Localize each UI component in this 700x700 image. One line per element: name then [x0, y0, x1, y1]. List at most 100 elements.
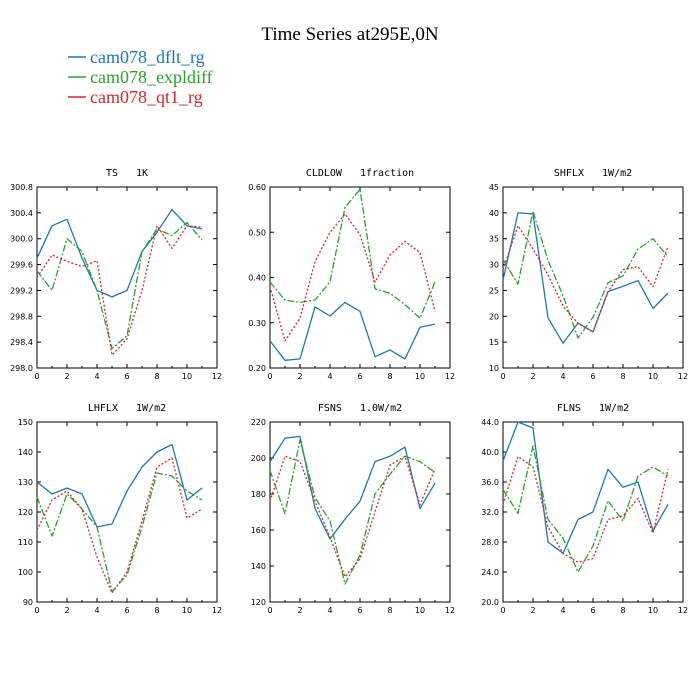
panel-5-ytick-label: 200: [251, 454, 266, 463]
legend: cam078_dflt_rg cam078_expldiff cam078_qt…: [68, 47, 213, 107]
panel-4-frame: [36, 421, 218, 603]
panel-3-ytick-label: 40: [489, 209, 499, 218]
panel-4-xtick-label: 8: [154, 606, 159, 615]
panel-2-xtick-label: 6: [357, 372, 362, 381]
panel-1-title: TS 1K: [106, 168, 148, 179]
legend-item-3: cam078_qt1_rg: [68, 87, 203, 107]
panel-4-ytick-label: 150: [18, 418, 33, 427]
panel-6-xtick-label: 12: [678, 606, 688, 615]
panel-6-series-2-line: [502, 445, 669, 573]
panel-4-ytick-label: 130: [18, 478, 33, 487]
panel-1-ytick-label: 298.0: [10, 364, 33, 373]
panel-5-series-2-line: [269, 439, 436, 585]
panel-1-xtick-label: 12: [212, 372, 222, 381]
panel-3: SHFLX 1W/m2 0 2 4 6 8 10 12 10 15 20 25 30 35 40 45: [489, 168, 688, 381]
panel-3-xtick-label: 6: [590, 372, 595, 381]
panel-3-ytick-label: 15: [489, 338, 499, 347]
legend-item-1: cam078_dflt_rg: [68, 47, 205, 67]
panel-3-series-1-line: [502, 212, 669, 344]
panel-2-series-2-line: [269, 188, 436, 319]
panel-6-xtick-label: 10: [648, 606, 658, 615]
panel-3-ytick-label: 10: [489, 364, 499, 373]
panel-4-ytick-label: 90: [23, 598, 33, 607]
panel-3-xtick-label: 0: [500, 372, 505, 381]
panel-1-xtick-label: 2: [64, 372, 69, 381]
panel-3-ytick-label: 30: [489, 261, 499, 270]
panel-5-title: FSNS 1.0W/m2: [318, 403, 402, 414]
panel-2-series-3-line: [269, 213, 436, 342]
panel-1-series-2-line: [36, 221, 203, 350]
panel-4-ytick-label: 110: [18, 538, 33, 547]
panel-4-ytick-label: 140: [18, 448, 33, 457]
panel-6-ytick-label: 32.0: [481, 508, 499, 517]
panel-5-ytick-label: 120: [251, 598, 266, 607]
panel-2-xtick-label: 8: [387, 372, 392, 381]
figure-title: Time Series at295E,0N: [261, 24, 438, 45]
panel-1-ytick-label: 298.8: [10, 312, 33, 321]
panel-3-ytick-label: 45: [489, 183, 499, 192]
panel-1-ytick-label: 300.4: [10, 209, 33, 218]
panel-6-ytick-label: 36.0: [481, 478, 499, 487]
panel-6-ytick-label: 28.0: [481, 538, 499, 547]
panel-3-ytick-label: 20: [489, 312, 499, 321]
panel-1-xtick-label: 4: [94, 372, 99, 381]
panel-3-xtick-label: 4: [560, 372, 565, 381]
panel-6-xtick-label: 6: [590, 606, 595, 615]
panel-3-xtick-label: 2: [530, 372, 535, 381]
panel-3-title: SHFLX 1W/m2: [554, 168, 632, 179]
panel-4-title: LHFLX 1W/m2: [88, 403, 166, 414]
panel-2-frame: [269, 186, 451, 369]
panel-5-xtick-label: 10: [415, 606, 425, 615]
panel-5-xtick-label: 4: [327, 606, 332, 615]
panel-4: LHFLX 1W/m2 0 2 4 6 8 10 12 90 100 110 120 130 140 150: [18, 403, 222, 615]
panel-2: CLDLOW 1fraction 0 2 4 6 8 10 12 0.20 0.30 0.40 0.5…: [248, 168, 455, 381]
panel-6-ytick-label: 40.0: [481, 448, 499, 457]
panel-6-xtick-label: 4: [560, 606, 565, 615]
panel-3-series-3-line: [502, 225, 669, 333]
panel-1-xtick-label: 0: [34, 372, 39, 381]
panel-6-ytick-label: 20.0: [481, 598, 499, 607]
panel-1-series-1-line: [36, 208, 203, 298]
panel-2-ytick-label: 0.40: [248, 274, 266, 283]
panel-5: FSNS 1.0W/m2 0 2 4 6 8 10 12 120 140 160 180 200 220: [251, 403, 455, 615]
panel-5-ytick-label: 140: [251, 562, 266, 571]
panel-4-ytick-label: 120: [18, 508, 33, 517]
panel-2-ytick-label: 0.30: [248, 319, 266, 328]
panel-1-frame: [36, 186, 218, 369]
panel-5-xtick-label: 12: [445, 606, 455, 615]
legend-label-1: cam078_dflt_rg: [90, 47, 205, 67]
panel-1-xtick-label: 6: [124, 372, 129, 381]
panel-5-ytick-label: 220: [251, 418, 266, 427]
panel-1-ytick-label: 299.2: [10, 286, 33, 295]
panel-4-xtick-label: 0: [34, 606, 39, 615]
panel-4-xtick-label: 4: [94, 606, 99, 615]
panel-6-ytick-label: 24.0: [481, 568, 499, 577]
panel-2-xtick-label: 10: [415, 372, 425, 381]
panel-6-series-3-line: [502, 455, 669, 563]
panel-4-ytick-label: 100: [18, 568, 33, 577]
panel-3-series-2-line: [502, 210, 669, 339]
panel-3-xtick-label: 12: [678, 372, 688, 381]
panel-5-xtick-label: 2: [297, 606, 302, 615]
panel-6-ytick-label: 44.0: [481, 418, 499, 427]
panel-5-ytick-label: 180: [251, 490, 266, 499]
panel-4-xtick-label: 6: [124, 606, 129, 615]
panel-2-ytick-label: 0.20: [248, 364, 266, 373]
panel-6-series-1-line: [502, 421, 669, 554]
panel-5-ytick-label: 160: [251, 526, 266, 535]
panel-3-ytick-label: 35: [489, 235, 499, 244]
panel-6-xtick-label: 2: [530, 606, 535, 615]
legend-item-2: cam078_expldiff: [68, 67, 213, 87]
panel-6-xtick-label: 0: [500, 606, 505, 615]
panel-6: FLNS 1W/m2 0 2 4 6 8 10 12 20.0 24.0 28.0 32.0 36.0 4…: [481, 403, 688, 615]
panel-5-series-1-line: [269, 435, 436, 540]
panels: TS 1K 0 2 4 6 8 10 12 298.0 298.4 298.8 299.2 299.6 3…: [10, 168, 688, 615]
panel-4-xtick-label: 12: [212, 606, 222, 615]
panel-2-ytick-label: 0.50: [248, 228, 266, 237]
panel-1-ytick-label: 300.0: [10, 235, 33, 244]
panel-3-xtick-label: 8: [620, 372, 625, 381]
panel-1-ytick-label: 300.8: [10, 183, 33, 192]
panel-3-ytick-label: 25: [489, 286, 499, 295]
panel-4-xtick-label: 2: [64, 606, 69, 615]
panel-2-ytick-label: 0.60: [248, 183, 266, 192]
